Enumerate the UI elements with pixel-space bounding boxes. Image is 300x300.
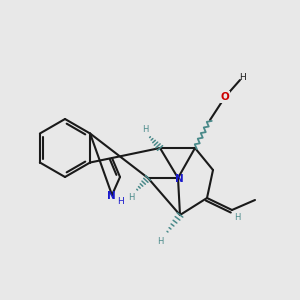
- Text: H: H: [128, 194, 134, 202]
- Text: H: H: [240, 73, 246, 82]
- Text: O: O: [220, 92, 230, 102]
- Text: N: N: [106, 191, 116, 201]
- Text: H: H: [157, 238, 163, 247]
- Text: H: H: [117, 197, 123, 206]
- Text: H: H: [234, 214, 240, 223]
- Text: N: N: [175, 174, 183, 184]
- Text: H: H: [142, 125, 148, 134]
